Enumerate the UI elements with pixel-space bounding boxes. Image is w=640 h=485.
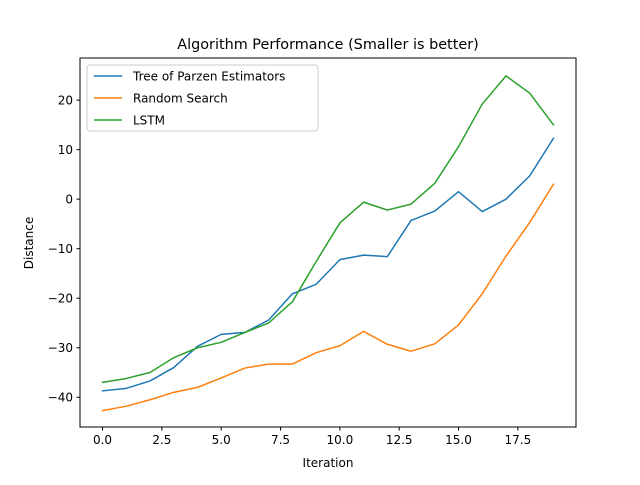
y-axis-label: Distance bbox=[22, 217, 36, 269]
x-tick-label: 2.5 bbox=[152, 433, 171, 447]
chart-title: Algorithm Performance (Smaller is better… bbox=[177, 37, 478, 53]
x-axis-label: Iteration bbox=[303, 456, 354, 470]
y-tick-label: −30 bbox=[48, 341, 73, 355]
legend: Tree of Parzen Estimators Random Search LS… bbox=[87, 65, 318, 131]
y-tick-label: −10 bbox=[48, 242, 73, 256]
x-tick-label: 12.5 bbox=[386, 433, 413, 447]
legend-label-random-search: Random Search bbox=[133, 91, 228, 105]
y-tick-label: 20 bbox=[58, 93, 73, 107]
y-tick-label: −40 bbox=[48, 391, 73, 405]
x-tick-label: 15.0 bbox=[445, 433, 472, 447]
legend-label-tree-of-parzen-estimators: Tree of Parzen Estimators bbox=[132, 69, 285, 83]
legend-label-lstm: LSTM bbox=[133, 113, 165, 127]
x-tick-label: 17.5 bbox=[504, 433, 531, 447]
x-tick-label: 5.0 bbox=[212, 433, 231, 447]
y-tick-label: 10 bbox=[58, 143, 73, 157]
x-tick-label: 0.0 bbox=[93, 433, 112, 447]
y-tick-label: 0 bbox=[65, 192, 73, 206]
x-tick-label: 7.5 bbox=[271, 433, 290, 447]
y-tick-label: −20 bbox=[48, 292, 73, 306]
x-tick-label: 10.0 bbox=[327, 433, 354, 447]
